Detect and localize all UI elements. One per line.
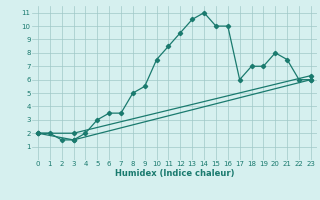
X-axis label: Humidex (Indice chaleur): Humidex (Indice chaleur): [115, 169, 234, 178]
